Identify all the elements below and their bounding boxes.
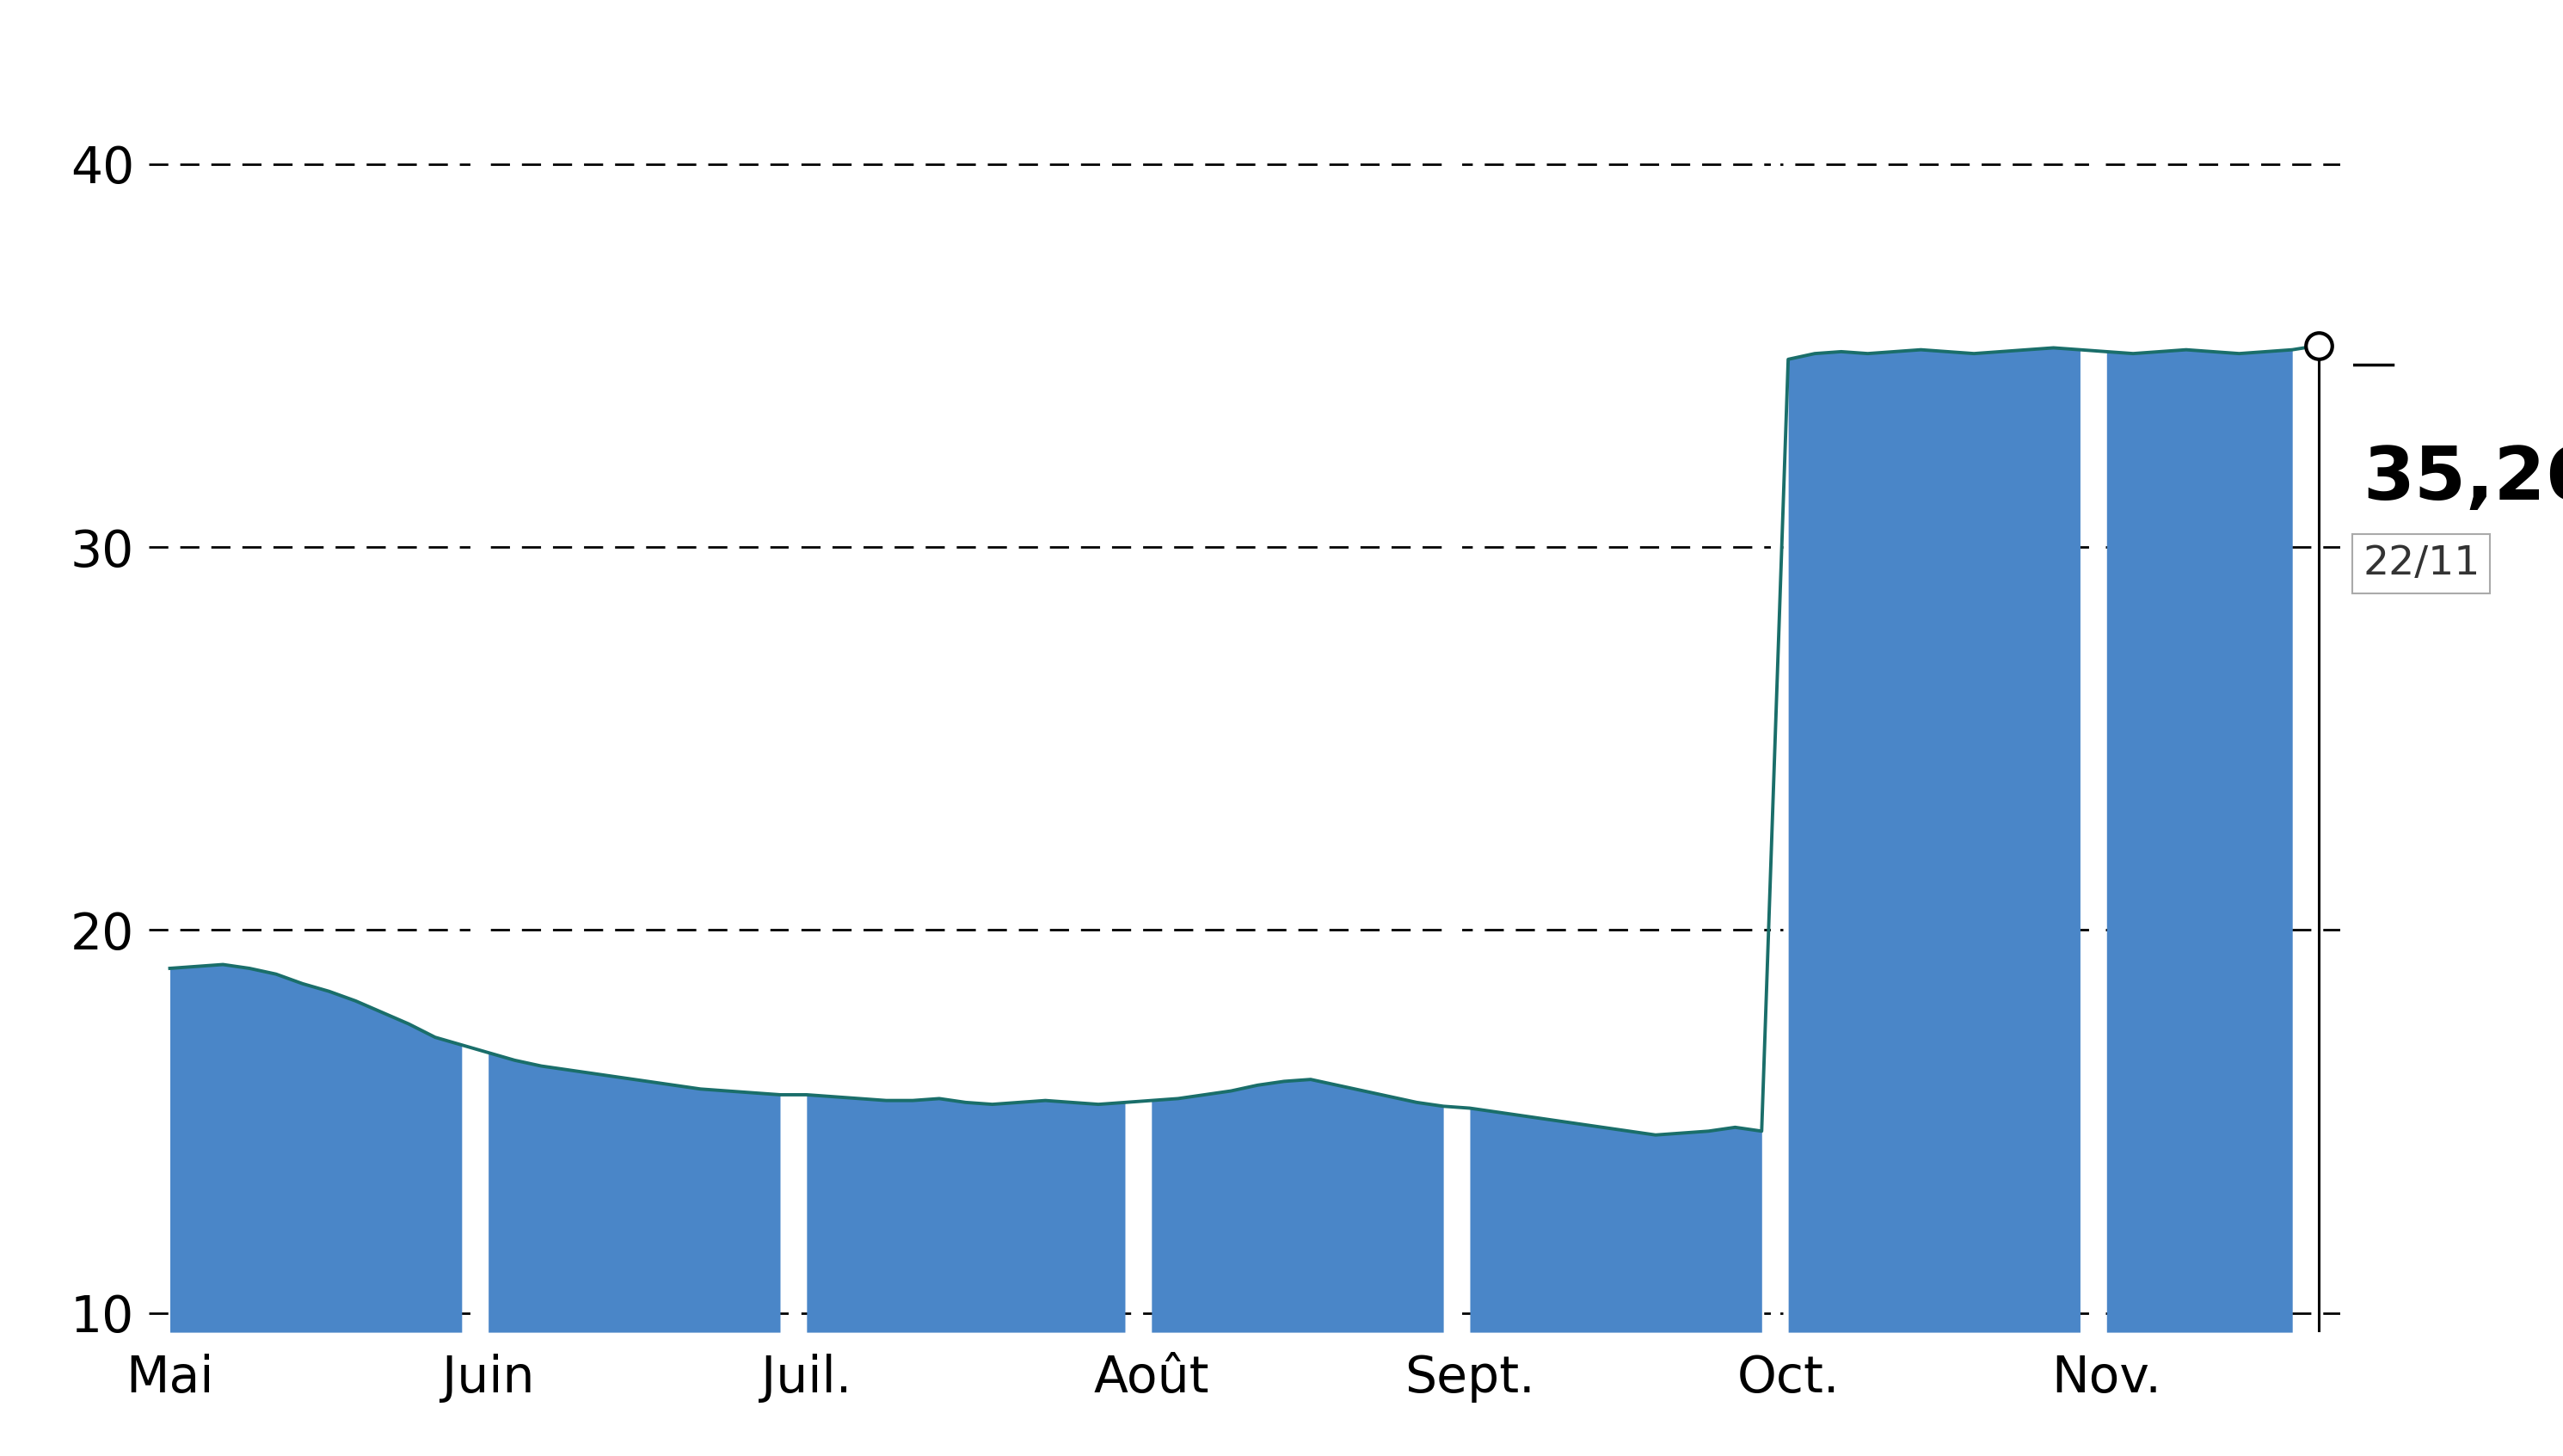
Text: 22/11: 22/11 (2363, 545, 2481, 584)
Text: 35,26: 35,26 (2363, 444, 2563, 515)
Text: M.R.M: M.R.M (1092, 0, 1471, 102)
